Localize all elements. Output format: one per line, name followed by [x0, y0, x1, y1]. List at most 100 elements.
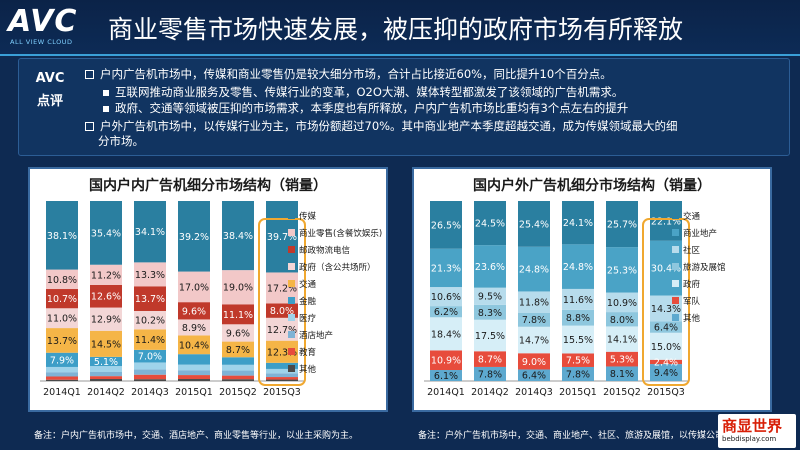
bar-segment: [562, 244, 594, 289]
data-label: 9.6%: [226, 328, 250, 339]
x-tick-label: 2014Q3: [131, 387, 169, 398]
badge-line-1: AVC: [35, 71, 65, 86]
legend-swatch: [288, 365, 295, 372]
data-label: 39.2%: [179, 232, 209, 243]
legend-entry: 军队: [683, 296, 701, 307]
bar-segment: [650, 364, 682, 381]
data-label: 12.6%: [91, 292, 121, 303]
bar-segment: [650, 359, 682, 365]
legend-swatch: [672, 280, 679, 287]
legend-swatch: [672, 212, 679, 219]
data-label: 9.5%: [478, 292, 502, 303]
legend-entry: 政府（含公共场所）: [299, 262, 376, 273]
data-label: 9.0%: [522, 357, 546, 368]
bullet-square-icon: [85, 122, 94, 131]
bar-segment: [178, 364, 210, 371]
bar-segment: [430, 370, 462, 381]
data-label: 8.8%: [566, 313, 590, 324]
bar-segment: [266, 340, 298, 363]
comment-sub-bullet-1: 互联网推动商业服务及零售、传媒行业的变革，O2O大潮、媒体转型都激发了该领域的广…: [103, 85, 623, 100]
outdoor-chart-panel: 国内户外广告机细分市场结构（销量） 6.1% 10.9% 18.4% 6.2% 10.6…: [412, 167, 772, 412]
data-label: 38.1%: [47, 231, 77, 242]
data-label: 11.8%: [519, 298, 549, 309]
bar-segment: [90, 264, 122, 285]
data-label: 13.7%: [135, 294, 165, 305]
logo-text: AVC: [8, 4, 78, 39]
data-label: 7.9%: [50, 355, 74, 366]
bar-segment: [134, 362, 166, 370]
bar-segment: [178, 370, 210, 376]
data-label: 38.4%: [223, 231, 253, 242]
bar-segment: [650, 321, 682, 333]
bar-segment: [430, 201, 462, 249]
data-label: 7.5%: [566, 356, 590, 367]
bar-segment: [562, 366, 594, 381]
legend-entry: 邮政物流电信: [299, 245, 351, 256]
bar-segment: [134, 286, 166, 311]
data-label: 6.1%: [434, 371, 458, 382]
data-label: 35.4%: [91, 228, 121, 239]
legend-entry: 旅游及展馆: [683, 262, 726, 273]
data-label: 17.0%: [179, 282, 209, 293]
bar-segment: [178, 379, 210, 381]
bar-segment: [266, 377, 298, 380]
bar-segment: [178, 302, 210, 320]
x-tick-label: 2015Q1: [175, 387, 213, 398]
bar-segment: [518, 201, 550, 247]
x-tick-label: 2015Q1: [559, 387, 597, 398]
legend-entry: 社区: [683, 245, 701, 256]
x-tick-label: 2014Q3: [515, 387, 553, 398]
data-label: 18.4%: [431, 329, 461, 340]
data-label: 6.4%: [522, 371, 546, 382]
data-label: 10.4%: [179, 340, 209, 351]
legend-entry: 传媒: [299, 211, 317, 222]
watermark-url: bebdisplay.com: [722, 435, 777, 443]
bar-segment: [134, 374, 166, 380]
data-label: 5.3%: [610, 355, 634, 366]
bar-segment: [178, 335, 210, 355]
bar-segment: [266, 362, 298, 369]
data-label: 2.4%: [654, 357, 678, 368]
bar-segment: [518, 291, 550, 313]
bar-segment: [474, 366, 506, 381]
data-label: 10.8%: [47, 275, 77, 286]
data-label: 10.2%: [135, 316, 165, 327]
data-label: 11.2%: [91, 270, 121, 281]
bar-segment: [266, 373, 298, 378]
legend-swatch: [288, 263, 295, 270]
bar-segment: [650, 332, 682, 360]
bar-segment: [606, 292, 638, 313]
legend-entry: 酒店地产: [299, 330, 333, 341]
data-label: 13.7%: [47, 336, 77, 347]
data-label: 6.4%: [654, 323, 678, 334]
bar-segment: [90, 307, 122, 331]
data-label: 9.6%: [182, 306, 206, 317]
data-label: 8.9%: [182, 323, 206, 334]
legend-entry: 商业地产: [683, 228, 717, 239]
comment-text: 户外广告机市场中，以传媒行业为主，市场份额超过70%。其中商业地产本季度超越交通…: [100, 119, 678, 133]
legend-swatch: [288, 212, 295, 219]
legend-entry: 商业零售(含餐饮娱乐): [299, 228, 382, 239]
data-label: 10.9%: [431, 356, 461, 367]
data-label: 15.0%: [651, 342, 681, 353]
bar-segment: [606, 351, 638, 367]
legend-swatch: [672, 297, 679, 304]
data-label: 34.1%: [135, 227, 165, 238]
legend-entry: 其他: [683, 313, 701, 324]
legend-entry: 政府: [683, 279, 701, 290]
bar-segment: [474, 245, 506, 288]
legend-entry: 交通: [683, 211, 701, 222]
data-label: 14.3%: [651, 304, 681, 315]
bullet-filled-square-icon: [103, 105, 109, 112]
data-label: 24.1%: [563, 218, 593, 229]
bar-segment: [222, 357, 254, 365]
data-label: 19.0%: [223, 283, 253, 294]
bar-segment: [562, 201, 594, 245]
bar-segment: [90, 376, 122, 380]
bar-segment: [606, 247, 638, 293]
bar-segment: [518, 369, 550, 381]
legend-swatch: [288, 314, 295, 321]
bar-segment: [562, 309, 594, 326]
bar-segment: [430, 350, 462, 371]
data-label: 8.1%: [610, 369, 634, 380]
